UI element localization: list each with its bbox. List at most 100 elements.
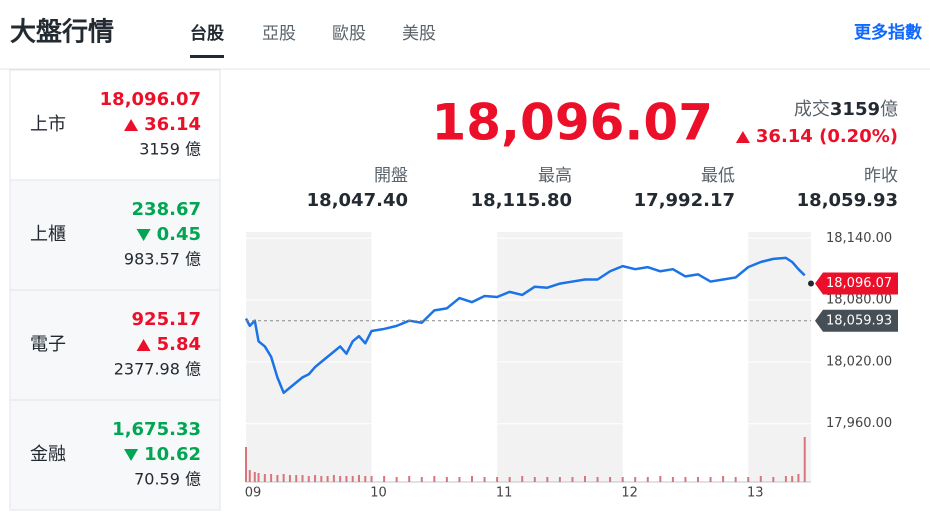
index-change: 10.62 (144, 444, 201, 465)
volume-bar (395, 477, 398, 482)
x-tick-label: 10 (370, 486, 387, 501)
index-change: 5.84 (157, 334, 201, 355)
x-tick-label: 09 (245, 486, 262, 501)
index-volume: 3159 億 (139, 140, 201, 159)
tab[interactable]: 台股 (190, 23, 224, 44)
index-volume: 70.59 億 (134, 470, 201, 489)
volume-bar (276, 475, 279, 482)
volume-bar (307, 476, 310, 482)
volume-bar (263, 474, 266, 482)
index-change: 0.45 (157, 224, 201, 245)
volume-bar (248, 470, 251, 482)
index-name: 電子 (30, 334, 66, 355)
up-arrow (136, 339, 151, 351)
down-arrow (124, 449, 139, 461)
price-tag-label: 18,096.07 (826, 276, 892, 291)
volume-bar (383, 476, 386, 482)
volume-bar (659, 476, 662, 482)
volume-bar (722, 476, 725, 482)
index-value: 925.17 (132, 309, 201, 330)
volume-bar (646, 477, 649, 482)
volume-bar (684, 477, 687, 482)
stat-value: 18,059.93 (797, 190, 898, 211)
tab-underline (190, 55, 224, 58)
down-arrow (136, 229, 151, 241)
volume-bar (295, 475, 298, 482)
volume-bar (245, 447, 247, 482)
last-dot (808, 280, 814, 287)
turnover: 成交3159億 (794, 99, 898, 120)
up-arrow (124, 119, 139, 131)
volume-bar (571, 477, 574, 482)
y-tick-label: 18,020.00 (826, 354, 892, 369)
volume-bar (253, 472, 256, 482)
volume-bar (370, 476, 373, 482)
stat-value: 17,992.17 (634, 190, 735, 211)
volume-bar (621, 477, 624, 482)
session-band (246, 232, 372, 482)
volume-bar (332, 475, 335, 482)
volume-bar (408, 476, 411, 482)
tab[interactable]: 歐股 (332, 24, 366, 44)
volume-bar (508, 477, 511, 482)
stat-label: 昨收 (864, 166, 898, 186)
turnover-label: 成交 (794, 99, 830, 120)
volume-bar (326, 476, 329, 482)
volume-bar (584, 476, 586, 482)
volume-bar (797, 474, 800, 482)
x-tick-label: 11 (496, 486, 513, 501)
main-value: 18,096.07 (431, 94, 713, 152)
volume-bar (747, 477, 750, 482)
volume-bar (364, 476, 367, 482)
price-tag (815, 309, 898, 332)
more-link[interactable]: 更多指數 (854, 22, 922, 43)
volume-bar (803, 437, 806, 482)
x-tick-label: 13 (747, 486, 764, 501)
volume-bar (339, 476, 342, 482)
volume-bar (596, 477, 599, 482)
volume-bar (784, 476, 787, 482)
volume-bar (320, 476, 323, 482)
stat-label: 最高 (538, 166, 572, 186)
volume-bar (420, 477, 423, 482)
volume-bar (671, 477, 674, 482)
index-row[interactable] (9, 179, 221, 291)
volume-bar (709, 477, 712, 482)
volume-bar (521, 476, 524, 482)
tab[interactable]: 亞股 (262, 24, 296, 44)
volume-bar (458, 477, 461, 482)
stat-label: 最低 (701, 166, 735, 186)
y-tick-label: 18,080.00 (826, 293, 892, 308)
volume-bar (558, 477, 561, 482)
volume-bar (483, 477, 486, 482)
index-name: 金融 (30, 444, 66, 465)
up-arrow (735, 131, 750, 143)
volume-bar (496, 477, 499, 482)
y-tick-label: 18,140.00 (826, 231, 892, 246)
volume-bar (734, 477, 737, 482)
y-tick-label: 17,960.00 (826, 416, 892, 431)
index-row[interactable] (9, 399, 221, 511)
price-line (244, 256, 806, 395)
volume-bar (772, 477, 775, 482)
volume-bar (533, 477, 536, 482)
session-band (748, 232, 811, 482)
volume-bar (270, 474, 273, 482)
turnover-value: 3159 (830, 99, 880, 120)
tab[interactable]: 美股 (402, 24, 436, 44)
volume-bar (288, 475, 291, 482)
index-row[interactable] (9, 289, 221, 401)
price-tag (815, 272, 898, 295)
turnover-unit: 億 (880, 99, 898, 120)
stat-value: 18,115.80 (471, 190, 572, 211)
stat-label: 開盤 (374, 166, 408, 186)
volume-bar (358, 475, 360, 482)
volume-bar (282, 474, 285, 482)
volume-bar (345, 476, 348, 482)
volume-bar (609, 477, 612, 482)
index-volume: 2377.98 億 (114, 360, 201, 379)
volume-bar (257, 473, 260, 482)
volume-bar (445, 477, 448, 482)
